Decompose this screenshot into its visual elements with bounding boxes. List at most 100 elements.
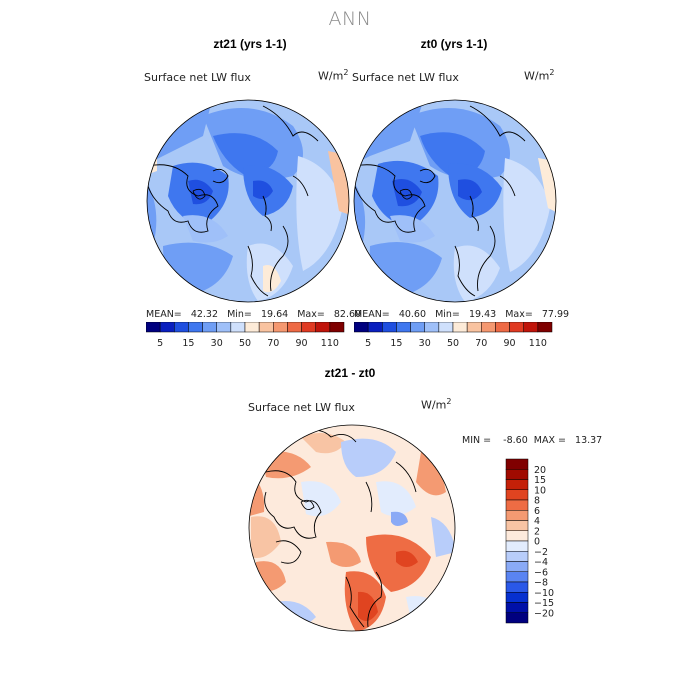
- colorbar-swatch: [396, 322, 411, 333]
- colorbar-tick-label: −10: [534, 588, 554, 599]
- colorbar-swatch: [505, 489, 529, 501]
- colorbar-swatch: [523, 322, 539, 333]
- panel1-coastline: [212, 168, 229, 184]
- panel3-field-region: [396, 550, 418, 567]
- colorbar-swatch: [505, 458, 529, 470]
- colorbar-swatch: [505, 540, 529, 552]
- colorbar-swatch: [146, 322, 161, 333]
- colorbar-swatch: [424, 322, 440, 333]
- colorbar-tick-label: 2: [534, 526, 540, 537]
- panel2-title: zt0 (yrs 1-1): [420, 37, 488, 51]
- panel1-field-region: [188, 179, 213, 205]
- colorbar-swatch: [481, 322, 496, 333]
- colorbar-swatch: [216, 322, 232, 333]
- panel3-coastline: [367, 571, 383, 628]
- colorbar-swatch: [452, 322, 468, 333]
- panel1-title: zt21 (yrs 1-1): [213, 37, 287, 51]
- colorbar-swatch: [273, 322, 288, 333]
- panel3-field-region: [341, 438, 396, 477]
- colorbar-swatch: [438, 322, 454, 333]
- colorbar-tick-label: 20: [534, 465, 546, 476]
- panel3-colorbar-swatches: [505, 458, 529, 624]
- colorbar-tick-label: 5: [365, 338, 371, 349]
- colorbar-swatch: [410, 322, 425, 333]
- panel1-map: [146, 99, 350, 303]
- colorbar-swatch: [505, 592, 529, 603]
- panel1-colorbar-labels: 51530507090110130: [157, 338, 339, 349]
- colorbar-swatch: [188, 322, 203, 333]
- colorbar-swatch: [505, 612, 529, 624]
- panel3-coastline: [395, 461, 417, 493]
- colorbar-tick-label: 90: [504, 338, 516, 349]
- colorbar-tick-label: 6: [534, 506, 540, 517]
- panel2-field-region: [458, 179, 482, 201]
- colorbar-tick-label: −15: [534, 598, 554, 609]
- panel1-stats: MEAN= 42.32 Min= 19.64 Max= 82.60: [146, 309, 362, 320]
- panel2-units: W/m2: [524, 68, 555, 83]
- panel3-map-border: [248, 424, 456, 632]
- colorbar-tick-label: −4: [534, 557, 548, 568]
- colorbar-tick-label: 110: [529, 338, 547, 349]
- colorbar-swatch: [505, 499, 529, 511]
- colorbar-tick-label: 0: [534, 537, 540, 548]
- panel1-coastline: [192, 188, 206, 200]
- colorbar-swatch: [505, 551, 529, 562]
- colorbar-tick-label: 90: [296, 338, 308, 349]
- colorbar-swatch: [258, 322, 274, 333]
- panel2-coastline: [454, 245, 476, 297]
- colorbar-tick-label: 15: [390, 338, 402, 349]
- colorbar-tick-label: −6: [534, 567, 548, 578]
- panel2-coastline: [477, 225, 496, 292]
- panel1-field-region: [263, 265, 281, 293]
- panel3-field-region: [391, 511, 408, 526]
- panel1-field-region: [296, 156, 343, 271]
- panel3-field-region: [406, 596, 441, 623]
- panel2-colorbar-labels: 51530507090110130: [365, 338, 547, 349]
- panel3-field-region: [326, 541, 361, 567]
- panel2-field-region: [503, 158, 550, 272]
- panel1-coastline: [262, 105, 319, 142]
- panel1-coastline: [247, 245, 269, 297]
- panel2-coastline: [469, 105, 526, 142]
- colorbar-tick-label: −20: [534, 608, 554, 619]
- colorbar-tick-label: 5: [157, 338, 163, 349]
- colorbar-swatch: [509, 322, 524, 333]
- panel1-coastline: [262, 195, 272, 232]
- colorbar-swatch: [505, 581, 529, 593]
- colorbar-swatch: [505, 561, 529, 572]
- colorbar-tick-label: 15: [534, 475, 546, 486]
- colorbar-tick-label: −2: [534, 547, 548, 558]
- colorbar-swatch: [315, 322, 331, 333]
- panel3-field-region: [251, 516, 281, 558]
- colorbar-swatch: [466, 322, 482, 333]
- panel1-colorbar: 51530507090110130: [146, 322, 345, 349]
- colorbar-swatch: [505, 510, 529, 521]
- panel1-coastline: [292, 175, 309, 197]
- panel2-field-region: [392, 179, 422, 207]
- colorbar-tick-label: 10: [534, 485, 546, 496]
- colorbar-swatch: [174, 322, 189, 333]
- colorbar-swatch: [244, 322, 260, 333]
- panel1-field-region: [253, 180, 273, 200]
- panel3-variable-label: Surface net LW flux: [248, 401, 355, 414]
- panel1-variable-label: Surface net LW flux: [144, 71, 251, 84]
- panel2-colorbar: 51530507090110130: [354, 322, 553, 349]
- panel2-field-region: [354, 176, 366, 246]
- panel2-coastline: [499, 175, 516, 197]
- panel3-map: [248, 424, 456, 632]
- panel2-map: [353, 99, 557, 303]
- colorbar-tick-label: 50: [239, 338, 251, 349]
- panel1-map-border: [146, 99, 350, 303]
- colorbar-swatch: [367, 322, 383, 333]
- panel3-title: zt21 - zt0: [324, 366, 376, 380]
- colorbar-swatch: [287, 322, 302, 333]
- panel3-stats: MIN = -8.60 MAX = 13.37: [462, 435, 603, 446]
- panel2-colorbar-swatches: [354, 322, 553, 333]
- panel1-field-region: [183, 215, 228, 243]
- panel2-coastline: [399, 188, 413, 200]
- panel1-coastline: [147, 164, 219, 233]
- panel3-field-region: [416, 452, 446, 496]
- page-title: ANN: [328, 8, 372, 30]
- colorbar-swatch: [202, 322, 217, 333]
